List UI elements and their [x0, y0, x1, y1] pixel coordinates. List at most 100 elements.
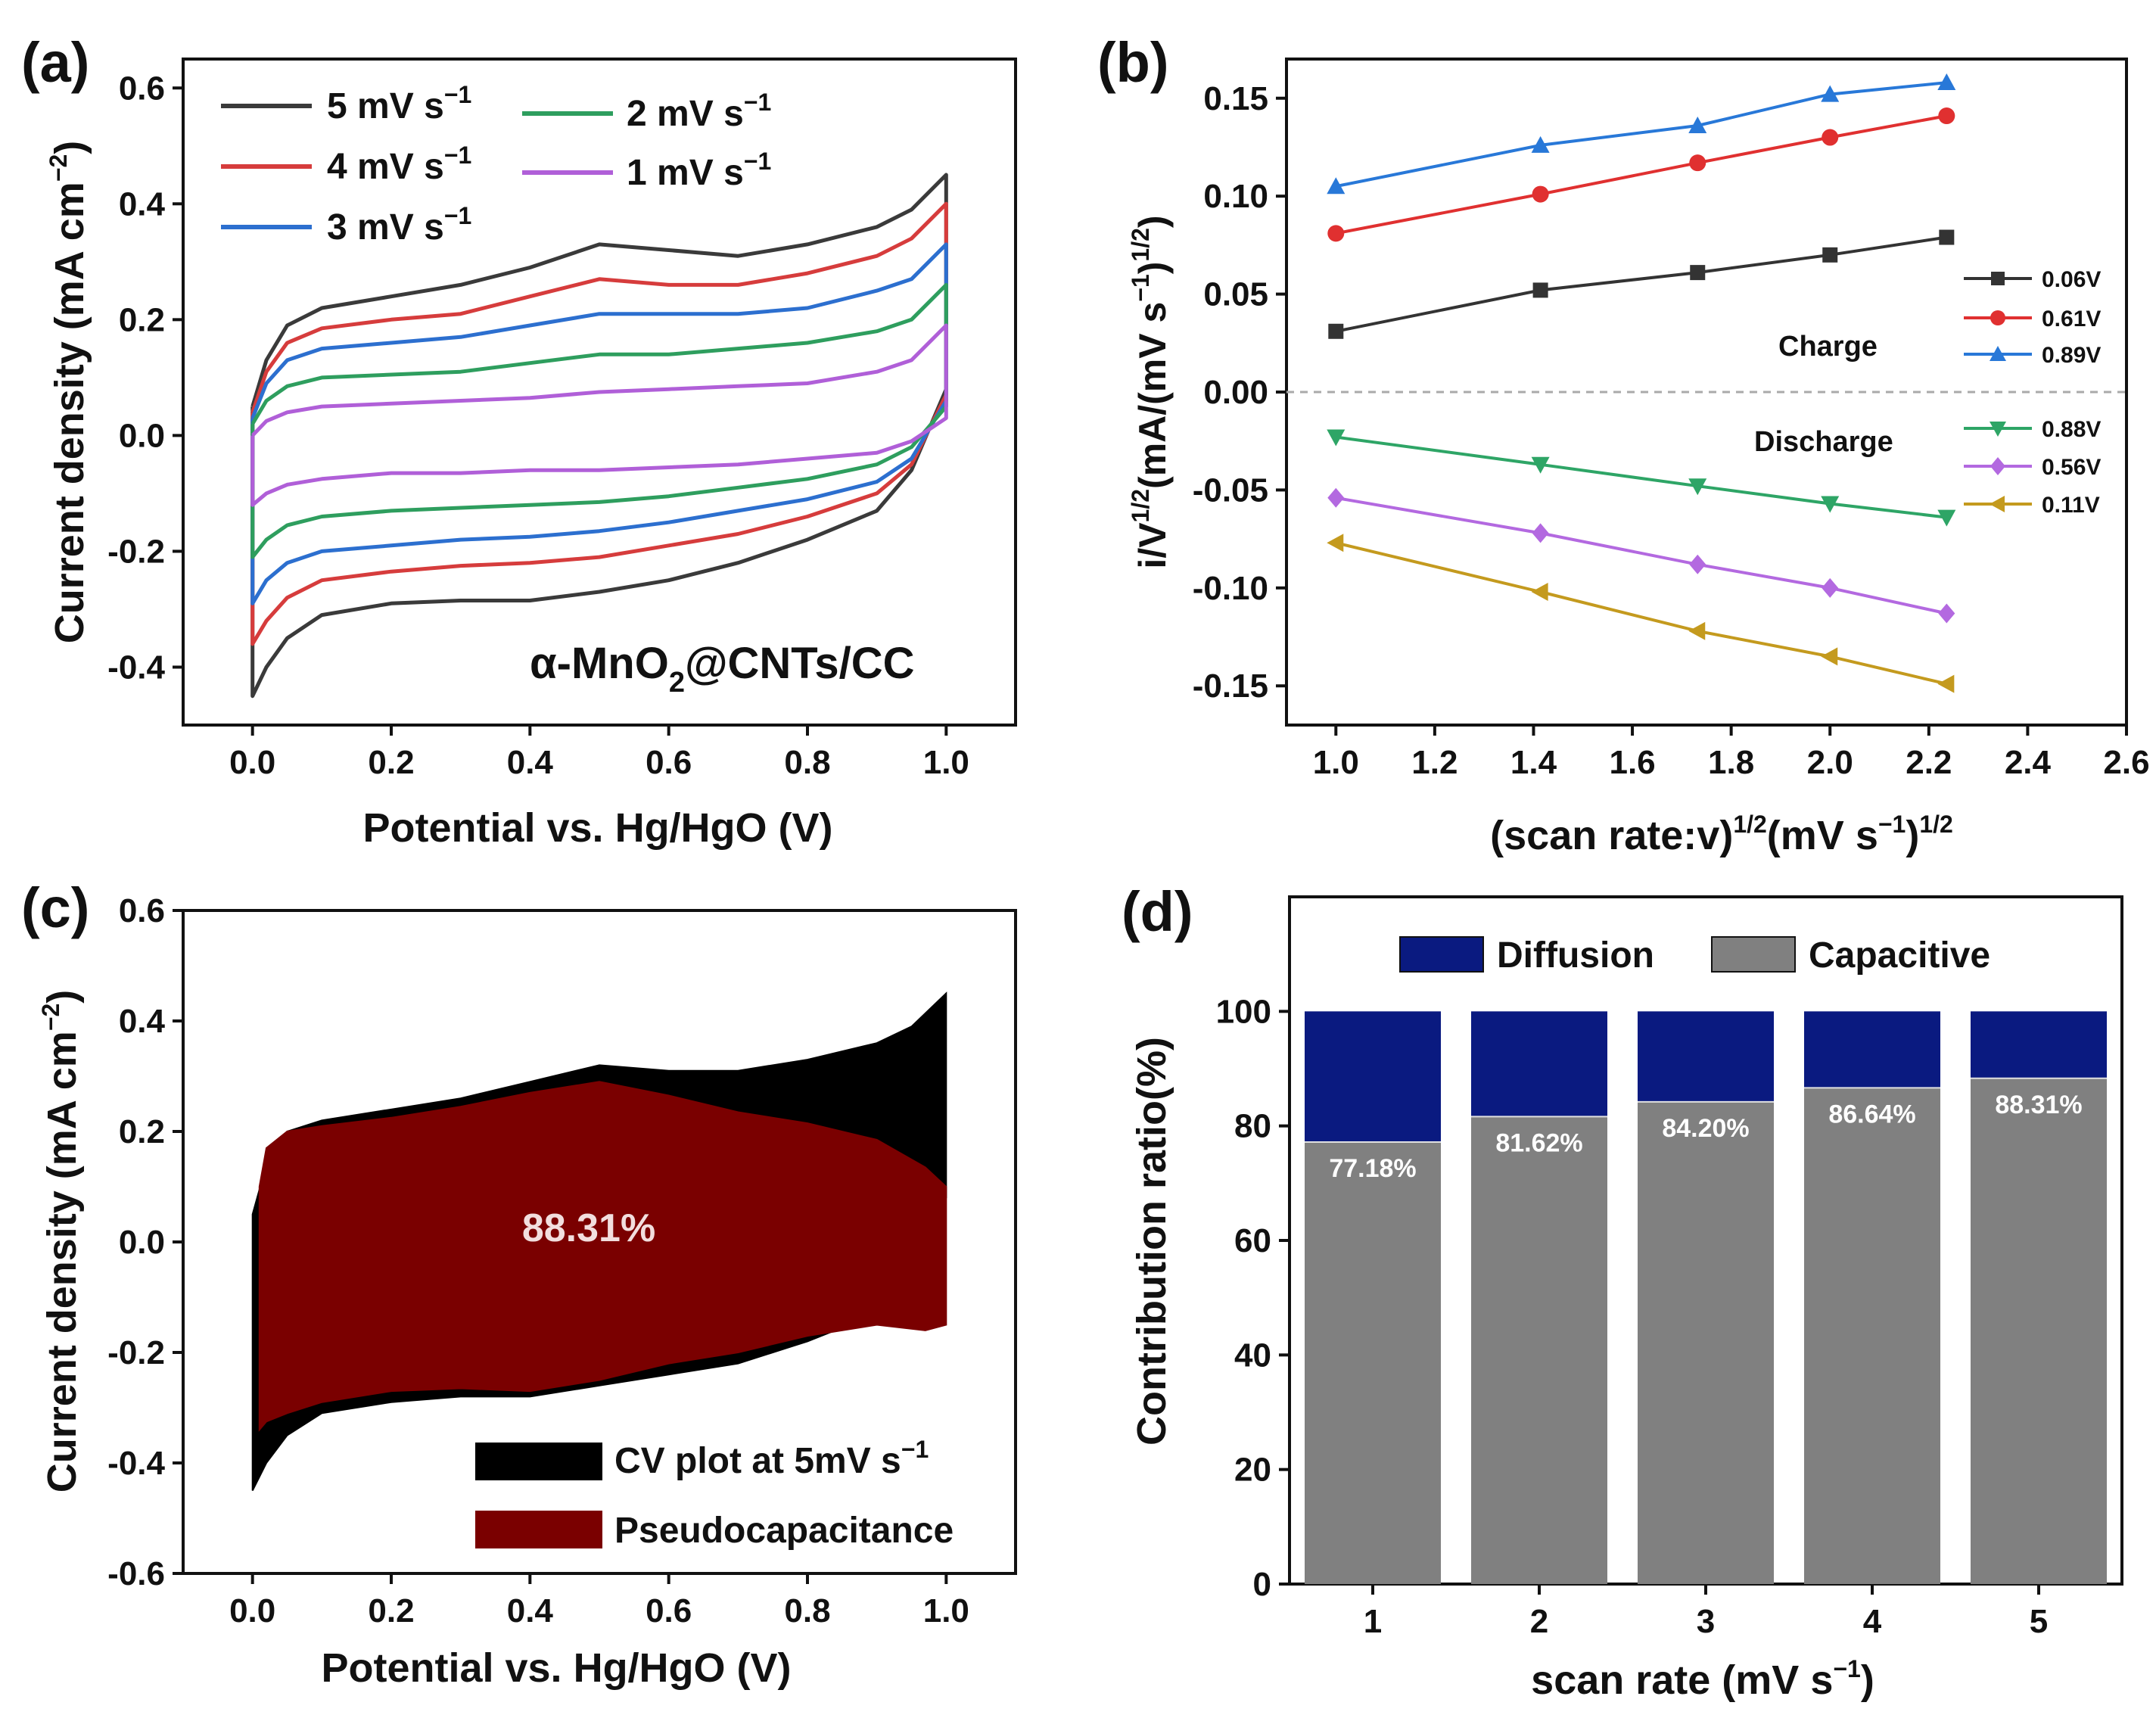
panel-a-ticks: 0.0 0.2 0.4 0.6 0.8 1.0 -0.4 -0.2 0.0 0.2 0.4 0.6	[107, 70, 969, 781]
legend-swatch-capacitive	[1711, 936, 1796, 973]
cv-curve-1	[250, 173, 948, 699]
x-tick-label: 0.0	[229, 744, 275, 781]
x-tick-label: 1.0	[923, 1592, 969, 1629]
data-point	[1531, 456, 1550, 474]
legend-2mv: 2 mV s−1	[627, 89, 771, 134]
pseudocapacitance-area	[258, 1081, 947, 1432]
legend-marker	[1990, 422, 2006, 437]
panel-d-legend: Diffusion Capacitive	[1399, 935, 1990, 976]
x-tick-label: 1.8	[1708, 744, 1754, 781]
panel-b-ylabel: i/V1/2(mA/(mV s−1)1/2)	[1127, 215, 1174, 568]
bar-data-label: 86.64%	[1828, 1100, 1915, 1128]
x-tick-label: 0.8	[784, 1592, 830, 1629]
data-point	[1822, 247, 1838, 263]
x-tick-label: 1	[1364, 1603, 1382, 1640]
x-tick-label: 4	[1863, 1603, 1882, 1640]
legend-1mv: 1 mV s−1	[627, 148, 771, 193]
data-point	[1689, 154, 1706, 172]
y-tick-label: -0.4	[107, 1445, 165, 1482]
x-tick-label: 0.4	[507, 1592, 554, 1629]
legend-marker	[1990, 310, 2005, 325]
legend-swatch-diffusion	[1399, 936, 1484, 973]
diffusion-bar	[1471, 1011, 1607, 1117]
panel-label-d: (d)	[1122, 880, 1193, 943]
series-line-0.11V	[1335, 541, 1947, 686]
panel-a-series	[250, 173, 948, 699]
panel-a: (a) 0.0 0.2 0.4 0.6 0.8 1.0-0.4-0.20.00.20.40…	[21, 31, 1017, 851]
y-tick-label: -0.4	[107, 649, 165, 686]
panel-label-b: (b)	[1097, 31, 1169, 94]
legend-pseudo: Pseudocapacitance	[614, 1511, 954, 1551]
y-tick-label: 0.0	[119, 1224, 165, 1261]
panel-c-areas	[251, 991, 947, 1491]
x-tick-label: 2	[1530, 1603, 1548, 1640]
series-line-0.56V	[1335, 496, 1947, 615]
x-tick-label: 0.2	[368, 1592, 414, 1629]
capacitive-bar	[1971, 1078, 2107, 1584]
x-tick-label: 1.6	[1609, 744, 1655, 781]
y-tick-label: 0.6	[119, 70, 165, 107]
cv-curve-2	[250, 201, 948, 646]
data-point	[1822, 577, 1839, 598]
x-tick-label: 2.2	[1906, 744, 1952, 781]
data-point	[1688, 478, 1707, 496]
panel-a-xlabel: Potential vs. Hg/HgO (V)	[362, 805, 832, 851]
capacitive-bar	[1638, 1101, 1774, 1584]
panel-c: (c) 0.0 0.2 0.4 0.6 0.8 1.0 -0.6 -0.4 -0.2 0.0 0.2…	[21, 876, 1017, 1691]
diffusion-bar	[1638, 1011, 1774, 1102]
charge-label: Charge	[1778, 331, 1878, 363]
series-line-0.06V	[1335, 235, 1947, 333]
y-tick-label: 0.4	[119, 185, 166, 223]
panel-c-xlabel: Potential vs. Hg/HgO (V)	[321, 1645, 791, 1691]
bar-data-label: 88.31%	[1995, 1091, 2082, 1119]
data-point	[1821, 647, 1838, 666]
capacitive-bar	[1305, 1142, 1441, 1584]
panel-c-ylabel: Current density (mA cm−2)	[37, 990, 85, 1493]
diffusion-bar	[1971, 1011, 2107, 1078]
legend-5mv: 5 mV s−1	[327, 81, 471, 126]
x-tick-label: 0.2	[368, 744, 414, 781]
data-point	[1938, 107, 1955, 125]
y-tick-label: 0.00	[1203, 374, 1268, 411]
material-annotation: α-MnO2@CNTs/CC	[530, 639, 915, 699]
legend-label: 0.88V	[2042, 417, 2101, 442]
panel-a-legend: 5 mV s−1 4 mV s−1 3 mV s−1 2 mV s−1 1 mV…	[221, 81, 771, 247]
capacitive-bar	[1804, 1088, 1940, 1584]
legend-marker	[1990, 346, 2006, 361]
legend-label: 0.89V	[2042, 343, 2101, 368]
cv-curve-3	[250, 242, 948, 605]
panel-c-legend: CV plot at 5mV s−1 Pseudocapacitance	[475, 1436, 954, 1551]
data-point	[1821, 85, 1840, 102]
data-point	[1327, 487, 1345, 508]
legend-cv: CV plot at 5mV s−1	[614, 1436, 929, 1481]
panel-d-ticks: 1 2 3 4 5 0 20 40 60 80 100	[1216, 993, 2049, 1640]
legend-label: 0.61V	[2042, 307, 2101, 331]
y-tick-label: 0.6	[119, 892, 165, 929]
panel-b-legend: 0.06V 0.61V 0.89V 0.88V 0.56V 0.11V	[1964, 267, 2101, 518]
data-point	[1937, 509, 1956, 527]
series-line-0.89V	[1335, 81, 1947, 188]
data-point	[1937, 73, 1956, 91]
panel-b-xlabel: (scan rate:v)1/2(mV s−1)1/2	[1490, 811, 1953, 858]
data-point	[1937, 674, 1955, 693]
panel-d-bars: 77.18% 81.62% 84.20% 86.64% 88.31%	[1305, 1011, 2107, 1584]
y-tick-label: 0.0	[119, 417, 165, 454]
panel-a-frame	[182, 58, 1017, 727]
y-tick-label: 20	[1234, 1452, 1271, 1489]
x-tick-label: 0.8	[784, 744, 830, 781]
y-tick-label: 100	[1216, 993, 1271, 1030]
legend-swatch-pseudo	[475, 1511, 602, 1548]
data-point	[1531, 135, 1550, 153]
x-tick-label: 1.0	[1313, 744, 1359, 781]
data-point	[1689, 554, 1706, 574]
x-tick-label: 1.4	[1510, 744, 1557, 781]
y-tick-label: -0.05	[1193, 472, 1268, 509]
data-point	[1327, 225, 1345, 242]
panel-a-ylabel: Current density (mA cm−2)	[45, 141, 92, 644]
x-tick-label: 1.0	[923, 744, 969, 781]
panel-label-a: (a)	[21, 31, 89, 94]
y-tick-label: 0.2	[119, 301, 165, 338]
legend-swatch-cv	[475, 1443, 602, 1480]
data-point	[1821, 496, 1840, 513]
